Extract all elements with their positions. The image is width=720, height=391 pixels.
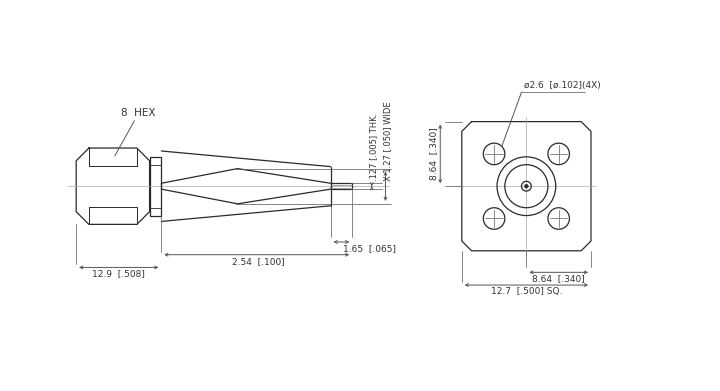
Bar xyxy=(330,183,352,189)
Circle shape xyxy=(524,184,528,188)
Text: 12.9  [.508]: 12.9 [.508] xyxy=(92,269,145,278)
Bar xyxy=(150,157,161,215)
Text: 2.54  [.100]: 2.54 [.100] xyxy=(233,256,285,265)
Text: ø2.6  [ø.102](4X): ø2.6 [ø.102](4X) xyxy=(524,81,601,90)
Text: 8.64  [.340]: 8.64 [.340] xyxy=(429,127,438,180)
Text: .127 [.005] THK.: .127 [.005] THK. xyxy=(369,113,378,181)
Text: 8.64  [.340]: 8.64 [.340] xyxy=(532,274,585,283)
Text: 12.7  [.500] SQ.: 12.7 [.500] SQ. xyxy=(491,287,562,296)
Text: X 1.27 [.050] WIDE: X 1.27 [.050] WIDE xyxy=(383,102,392,181)
Text: 8  HEX: 8 HEX xyxy=(121,108,156,118)
Bar xyxy=(150,165,161,208)
Text: 1.65  [.065]: 1.65 [.065] xyxy=(343,244,397,253)
